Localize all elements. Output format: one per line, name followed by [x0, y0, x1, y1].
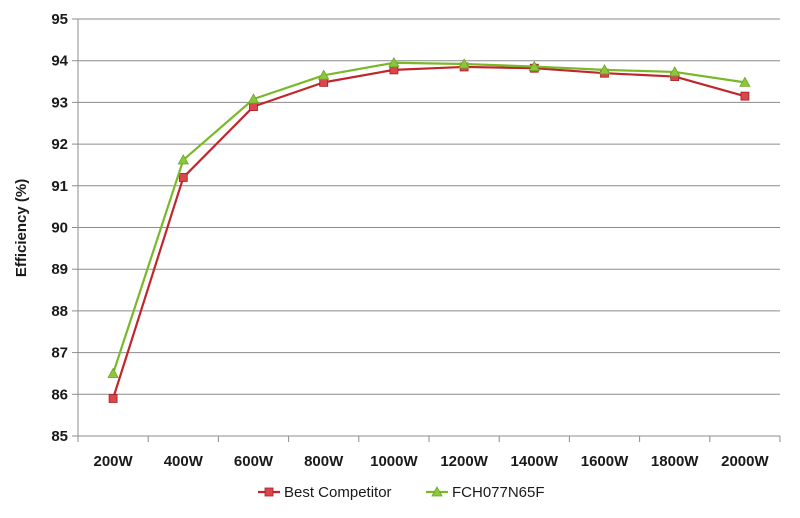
y-tick-label: 88 — [51, 303, 68, 320]
data-point — [669, 66, 681, 77]
x-tick-label: 1800W — [651, 453, 699, 470]
legend-item-1: FCH077N65F — [426, 484, 545, 501]
x-tick-label: 600W — [234, 453, 274, 470]
data-point — [247, 93, 260, 104]
data-point — [528, 60, 540, 71]
data-point — [318, 69, 330, 80]
data-point — [598, 64, 611, 75]
legend: Best Competitor FCH077N65F — [258, 484, 545, 501]
y-tick-label: 93 — [51, 94, 68, 111]
legend-label: Best Competitor — [284, 484, 392, 501]
series-line-1 — [112, 61, 746, 374]
y-tick-label: 86 — [51, 386, 68, 403]
data-point — [178, 173, 188, 182]
x-tick-label: 1200W — [440, 453, 488, 470]
x-tick-label: 2000W — [721, 453, 769, 470]
y-tick-label: 87 — [51, 345, 68, 362]
x-tick-label: 1600W — [581, 453, 629, 470]
y-tick-label: 90 — [51, 220, 68, 237]
axis-layer: 85 86 87 88 89 90 91 92 93 94 95 200W 400W 600W 800W 10… — [51, 11, 781, 470]
data-point — [177, 154, 189, 165]
data-point — [458, 58, 470, 69]
x-tick-label: 400W — [164, 453, 204, 470]
grid-layer — [78, 18, 780, 395]
y-tick-label: 89 — [51, 261, 68, 278]
series-line-0 — [112, 65, 746, 399]
data-point — [739, 76, 751, 87]
y-tick-label: 95 — [51, 11, 68, 28]
legend-label: FCH077N65F — [452, 484, 545, 501]
legend-marker — [431, 486, 443, 497]
y-tick-label: 91 — [51, 178, 68, 195]
data-point — [249, 102, 258, 111]
x-tick-label: 1000W — [370, 453, 418, 470]
x-tick-label: 800W — [304, 453, 344, 470]
x-tick-label: 200W — [94, 453, 134, 470]
y-tick-label: 94 — [51, 53, 68, 70]
data-point — [108, 394, 118, 403]
data-point — [388, 56, 400, 68]
series-1 — [107, 56, 751, 378]
x-tick-label: 1400W — [511, 453, 559, 470]
y-axis-title: Efficiency (%) — [13, 179, 30, 277]
data-point — [740, 91, 750, 101]
series-layer — [107, 56, 751, 403]
y-tick-label: 92 — [51, 136, 68, 153]
y-tick-label: 85 — [51, 428, 68, 445]
legend-item-0: Best Competitor — [258, 484, 392, 501]
series-0 — [108, 62, 750, 403]
data-point — [107, 367, 119, 378]
legend-marker — [264, 487, 274, 497]
